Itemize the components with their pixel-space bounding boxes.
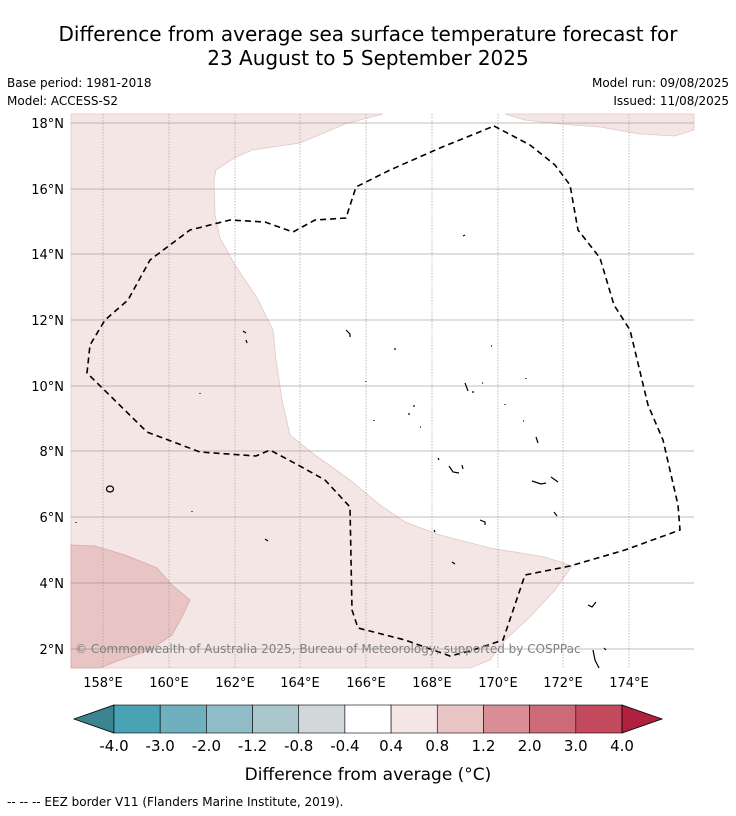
model-name: Model: ACCESS-S2 [7,94,119,108]
colorbar-title: Difference from average (°C) [245,765,492,785]
lat-label: 2°N [40,643,65,658]
colorbar-tick-label: 4.0 [610,737,634,755]
lon-label: 158°E [83,676,123,691]
map-panel: © Commonwealth of Australia 2025, Bureau… [70,113,695,669]
colorbar-tick-label: -0.8 [284,737,313,755]
colorbar-over-arrow [621,704,664,734]
eez-border [86,125,681,657]
colorbar-tick-label: 0.4 [379,737,403,755]
colorbar-swatch [529,704,577,734]
meta-left: Base period: 1981-2018 Model: ACCESS-S2 [7,74,152,110]
colorbar-swatch [206,704,253,734]
anomaly-region-0-4-to-0-8 [70,113,573,669]
colorbar-swatch [344,704,392,734]
island [603,647,607,651]
island [105,485,115,493]
lat-label: 14°N [31,248,64,263]
anomaly-region-0-8-to-1-2 [70,544,191,669]
graticule-lat [71,122,694,650]
graticule [102,114,630,668]
island [553,511,558,517]
lat-label: 6°N [40,511,65,526]
colorbar-swatch [575,704,623,734]
island [433,529,436,533]
islands [75,234,607,669]
colorbar-swatch [390,704,438,734]
copyright-credit: © Commonwealth of Australia 2025, Bureau… [75,642,581,656]
lon-label: 170°E [478,676,518,691]
island [462,234,466,237]
lon-label: 166°E [346,676,386,691]
colorbar-tick-label: 2.0 [518,737,542,755]
lat-label: 18°N [31,117,64,132]
colorbar-swatch [113,704,161,734]
lat-label: 8°N [40,445,65,460]
colorbar-tick-label: 0.8 [425,737,449,755]
colorbar [72,704,664,734]
island [531,476,559,485]
island [242,330,247,334]
colorbar-swatch [483,704,530,734]
model-run: Model run: 09/08/2025 [591,76,729,90]
colorbar-tick-label: -4.0 [99,737,128,755]
title-line-1: Difference from average sea surface temp… [58,22,678,46]
colorbar-tick-label: 1.2 [472,737,496,755]
lon-label: 164°E [280,676,320,691]
lon-label: 174°E [609,676,649,691]
colorbar-swatch [436,704,484,734]
lat-label: 4°N [40,577,65,592]
issued-date: Issued: 11/08/2025 [613,94,729,108]
colorbar-swatch [298,704,346,734]
island [479,519,486,525]
colorbar-tick-label: -1.2 [238,737,267,755]
map-title: Difference from average sea surface temp… [0,22,736,70]
lat-labels: 18°N 16°N 14°N 12°N 10°N 8°N 6°N 4°N 2°N [31,117,64,658]
colorbar-tick-label: 3.0 [564,737,588,755]
eez-footnote: -- -- -- EEZ border V11 (Flanders Marine… [7,795,344,809]
base-period: Base period: 1981-2018 [7,76,152,90]
colorbar-tick-label: -2.0 [192,737,221,755]
colorbar-under-arrow [72,704,115,734]
island-dots [75,378,539,523]
lon-label: 160°E [149,676,189,691]
colorbar-tick-label: -0.4 [330,737,359,755]
island [592,649,600,669]
island [245,339,248,344]
colorbar-swatch [159,704,207,734]
lat-label: 10°N [31,380,64,395]
lon-label: 162°E [215,676,255,691]
colorbar-swatch [252,704,300,734]
colorbar-labels: -4.0 -3.0 -2.0 -1.2 -0.8 -0.4 0.4 0.8 1.2 2.0 3.0 4… [99,737,634,755]
lat-label: 16°N [31,183,64,198]
colorbar-tick-label: -3.0 [146,737,175,755]
island [587,601,597,608]
island [345,329,351,337]
lon-labels: 158°E 160°E 162°E 164°E 166°E 168°E 170°… [83,676,649,691]
island [264,538,269,542]
title-line-2: 23 August to 5 September 2025 [207,46,529,70]
meta-right: Model run: 09/08/2025 Issued: 11/08/2025 [592,74,729,110]
island [464,382,474,393]
island [451,561,456,565]
lat-label: 12°N [31,314,64,329]
lon-label: 168°E [412,676,452,691]
lon-label: 172°E [543,676,583,691]
island [448,464,464,474]
anomaly-region-top-right [504,113,695,137]
